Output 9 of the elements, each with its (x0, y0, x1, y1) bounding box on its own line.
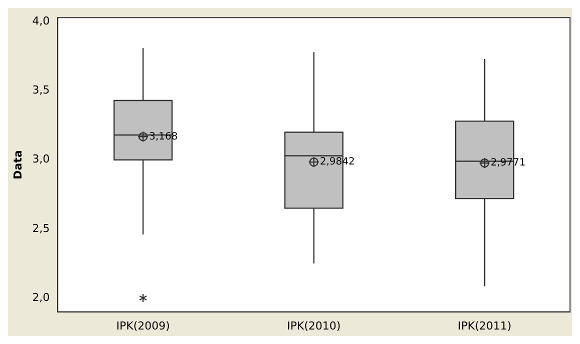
x-tick-label: IPK(2011) (458, 319, 512, 332)
y-tick-label: 3,0 (32, 152, 50, 166)
x-tick-label: IPK(2010) (287, 319, 341, 332)
y-tick-label: 4,0 (32, 14, 50, 28)
x-tick-label: IPK(2009) (116, 319, 170, 332)
y-tick-label: 3,5 (32, 84, 50, 97)
y-tick-label: 2,5 (32, 222, 50, 235)
y-axis-title: Data (11, 150, 24, 180)
y-tick-label: 2,0 (32, 290, 50, 304)
